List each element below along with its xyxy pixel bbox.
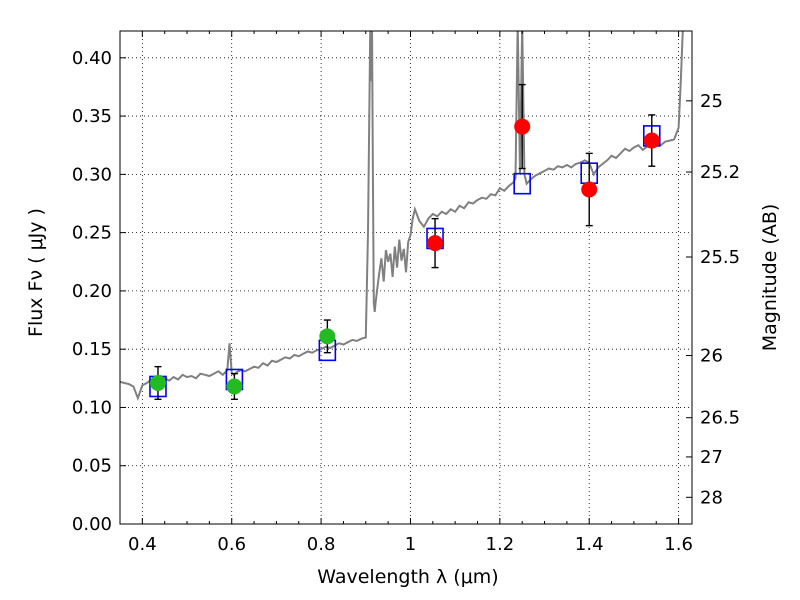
y-tick-label: 0.00 — [72, 514, 112, 535]
y-tick-label: 0.40 — [72, 48, 112, 69]
plot-frame — [119, 30, 693, 525]
mag-tick-label: 26.5 — [700, 408, 740, 429]
model-spectrum-line — [120, 31, 684, 402]
mag-tick-label: 28 — [700, 487, 723, 508]
x-tick-label: 0.6 — [217, 534, 246, 555]
observed-nir-point — [643, 132, 660, 149]
mag-tick-label: 25.2 — [700, 162, 740, 183]
observed-nir-point — [514, 118, 531, 135]
x-axis-title: Wavelength λ (μm) — [317, 566, 498, 588]
y-tick-label: 0.20 — [72, 281, 112, 302]
x-tick-label: 1.6 — [664, 534, 693, 555]
y-tick-label: 0.15 — [72, 339, 112, 360]
observed-optical-point — [319, 328, 336, 345]
y-tick-label: 0.10 — [72, 397, 112, 418]
model-flux-square — [513, 172, 531, 195]
x-tick-label: 1.4 — [575, 534, 604, 555]
plot-area — [120, 31, 684, 402]
mag-tick-label: 25.5 — [700, 247, 740, 268]
x-tick-label: 0.4 — [128, 534, 157, 555]
x-tick-label: 1 — [405, 534, 416, 555]
data-points — [149, 83, 661, 400]
mag-tick-label: 26 — [700, 346, 723, 367]
mag-tick-label: 27 — [700, 447, 723, 468]
observed-optical-point — [226, 378, 243, 395]
y-tick-label: 0.25 — [72, 223, 112, 244]
right-axis-title: Magnitude (AB) — [759, 204, 781, 352]
y-axis-title: Flux Fν ( μJy ) — [25, 208, 47, 337]
grid-lines — [120, 31, 692, 525]
observed-nir-point — [581, 181, 598, 198]
observed-optical-point — [149, 374, 166, 391]
observed-nir-point — [427, 235, 444, 252]
y-tick-label: 0.05 — [72, 456, 112, 477]
y-tick-label: 0.30 — [72, 164, 112, 185]
x-tick-label: 0.8 — [307, 534, 336, 555]
mag-tick-label: 25 — [700, 91, 723, 112]
y-tick-label: 0.35 — [72, 106, 112, 127]
axis-ticks: 0.4 0.6 0.8 1 1.2 1.4 1.6 0.00 0.05 0.10 0.15 0.20 0… — [72, 31, 740, 555]
x-tick-label: 1.2 — [486, 534, 515, 555]
